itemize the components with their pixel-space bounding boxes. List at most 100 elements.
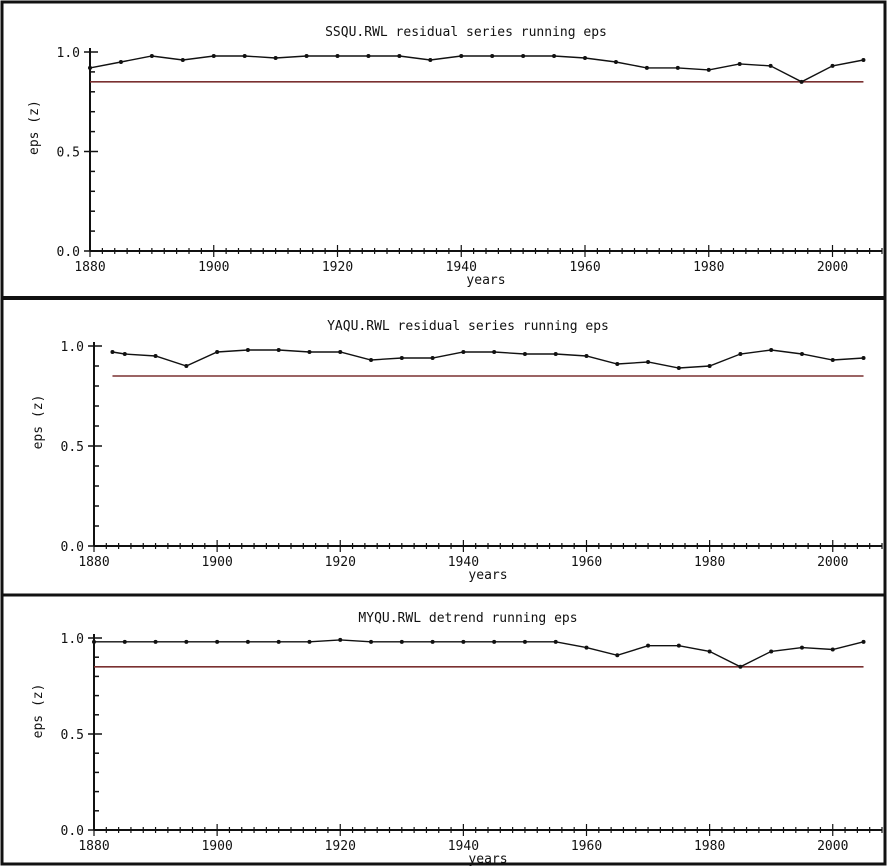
- data-point: [276, 639, 281, 644]
- x-tick-label: 1880: [78, 555, 109, 570]
- y-axis-label: eps (z): [31, 684, 46, 739]
- data-point: [583, 55, 587, 60]
- x-tick-label: 1960: [569, 260, 600, 275]
- data-point: [830, 647, 835, 652]
- data-point: [122, 352, 127, 356]
- x-tick-label: 2000: [817, 260, 848, 275]
- data-point: [338, 350, 343, 354]
- data-point: [153, 354, 158, 358]
- data-point: [769, 649, 774, 654]
- chart-title: MYQU.RWL detrend running eps: [358, 611, 577, 626]
- data-point: [799, 645, 804, 650]
- x-tick-label: 1920: [325, 839, 356, 854]
- data-point: [307, 639, 312, 644]
- data-point: [738, 352, 743, 356]
- chart-title: YAQU.RWL residual series running eps: [327, 319, 609, 334]
- data-point: [245, 348, 250, 352]
- data-point: [369, 639, 374, 644]
- data-point: [149, 53, 154, 58]
- x-tick-label: 1920: [325, 555, 356, 570]
- data-point: [521, 53, 526, 58]
- data-point: [92, 639, 96, 644]
- data-point: [799, 352, 804, 356]
- x-tick-label: 1940: [446, 260, 477, 275]
- y-tick-label: 0.0: [61, 540, 84, 555]
- data-point: [613, 59, 618, 64]
- data-point: [553, 352, 558, 356]
- x-tick-label: 1880: [74, 260, 105, 275]
- data-point: [492, 639, 497, 644]
- data-point: [118, 59, 123, 64]
- data-point: [122, 639, 127, 644]
- chart-panel-2: YAQU.RWL residual series running eps 0.0 0…: [31, 319, 883, 583]
- data-point: [211, 53, 216, 58]
- data-point: [430, 356, 435, 360]
- data-point: [428, 57, 433, 62]
- x-tick-label: 1980: [693, 260, 724, 275]
- x-tick-label: 1940: [448, 839, 479, 854]
- data-point: [522, 352, 527, 356]
- data-point: [184, 364, 189, 368]
- data-point: [492, 350, 497, 354]
- x-tick-label: 1900: [201, 555, 232, 570]
- data-point: [615, 362, 620, 366]
- data-point: [644, 65, 649, 70]
- data-point: [459, 53, 464, 58]
- data-point: [276, 348, 281, 352]
- data-point: [242, 53, 247, 58]
- y-tick-label: 0.5: [57, 146, 80, 161]
- x-tick-label: 1960: [571, 555, 602, 570]
- data-point: [430, 639, 435, 644]
- series-line: [89, 55, 864, 83]
- x-tick-label: 1960: [571, 839, 602, 854]
- series-line: [112, 349, 864, 369]
- data-point: [552, 53, 557, 58]
- chart-title: SSQU.RWL residual series running eps: [325, 25, 607, 40]
- x-tick-label: 1900: [201, 839, 232, 854]
- x-tick-label: 1920: [322, 260, 353, 275]
- data-point: [646, 360, 651, 364]
- data-point: [461, 639, 466, 644]
- data-point: [615, 653, 620, 658]
- data-point: [799, 79, 804, 84]
- data-point: [338, 637, 343, 642]
- data-point: [273, 55, 278, 60]
- data-point: [522, 639, 527, 644]
- data-point: [397, 53, 402, 58]
- chart-panel-3: MYQU.RWL detrend running eps 0.0 0.5 1.0 188…: [31, 611, 883, 866]
- data-point: [646, 643, 651, 648]
- y-tick-label: 1.0: [57, 46, 80, 61]
- x-tick-label: 1980: [694, 839, 725, 854]
- data-point: [707, 649, 712, 654]
- data-point: [245, 639, 250, 644]
- data-point: [861, 356, 866, 360]
- data-point: [584, 645, 589, 650]
- y-tick-label: 0.5: [61, 728, 84, 743]
- data-point: [399, 356, 404, 360]
- x-tick-label: 2000: [817, 839, 848, 854]
- data-point: [184, 639, 189, 644]
- data-point: [861, 639, 866, 644]
- data-point: [676, 643, 681, 648]
- data-point: [490, 53, 495, 58]
- data-point: [215, 350, 220, 354]
- x-tick-label: 2000: [817, 555, 848, 570]
- chart-panels: SSQU.RWL residual series running eps 0.0 0…: [27, 25, 883, 866]
- data-point: [153, 639, 158, 644]
- data-point: [830, 63, 835, 68]
- y-tick-label: 1.0: [61, 632, 84, 647]
- x-tick-label: 1980: [694, 555, 725, 570]
- data-point: [675, 65, 680, 70]
- data-point: [461, 350, 466, 354]
- data-point: [366, 53, 371, 58]
- x-axis-label: years: [468, 852, 507, 866]
- data-point: [737, 61, 742, 66]
- data-point: [88, 65, 92, 70]
- data-point: [307, 350, 312, 354]
- x-tick-label: 1880: [78, 839, 109, 854]
- data-point: [861, 57, 866, 62]
- data-point: [676, 366, 681, 370]
